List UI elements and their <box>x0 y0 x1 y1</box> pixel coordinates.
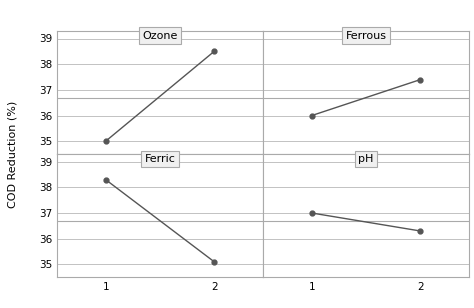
Text: COD Reduction (%): COD Reduction (%) <box>7 100 17 208</box>
Text: Ferric: Ferric <box>145 154 175 164</box>
Text: Ozone: Ozone <box>142 31 178 41</box>
Text: Ferrous: Ferrous <box>346 31 387 41</box>
Text: pH: pH <box>358 154 374 164</box>
